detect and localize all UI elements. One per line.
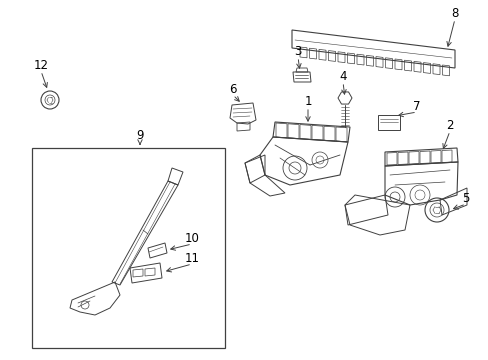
- Text: 12: 12: [34, 59, 48, 72]
- Text: 8: 8: [450, 7, 458, 20]
- Text: 2: 2: [446, 119, 453, 132]
- Text: 9: 9: [136, 129, 143, 142]
- Text: 4: 4: [339, 70, 346, 83]
- Text: 3: 3: [294, 45, 301, 58]
- Text: 1: 1: [304, 95, 311, 108]
- Text: 11: 11: [184, 252, 199, 265]
- Text: 6: 6: [229, 83, 236, 96]
- Bar: [32, 148, 224, 348]
- Text: 10: 10: [184, 232, 199, 245]
- Text: 7: 7: [412, 100, 420, 113]
- Text: 5: 5: [461, 192, 469, 205]
